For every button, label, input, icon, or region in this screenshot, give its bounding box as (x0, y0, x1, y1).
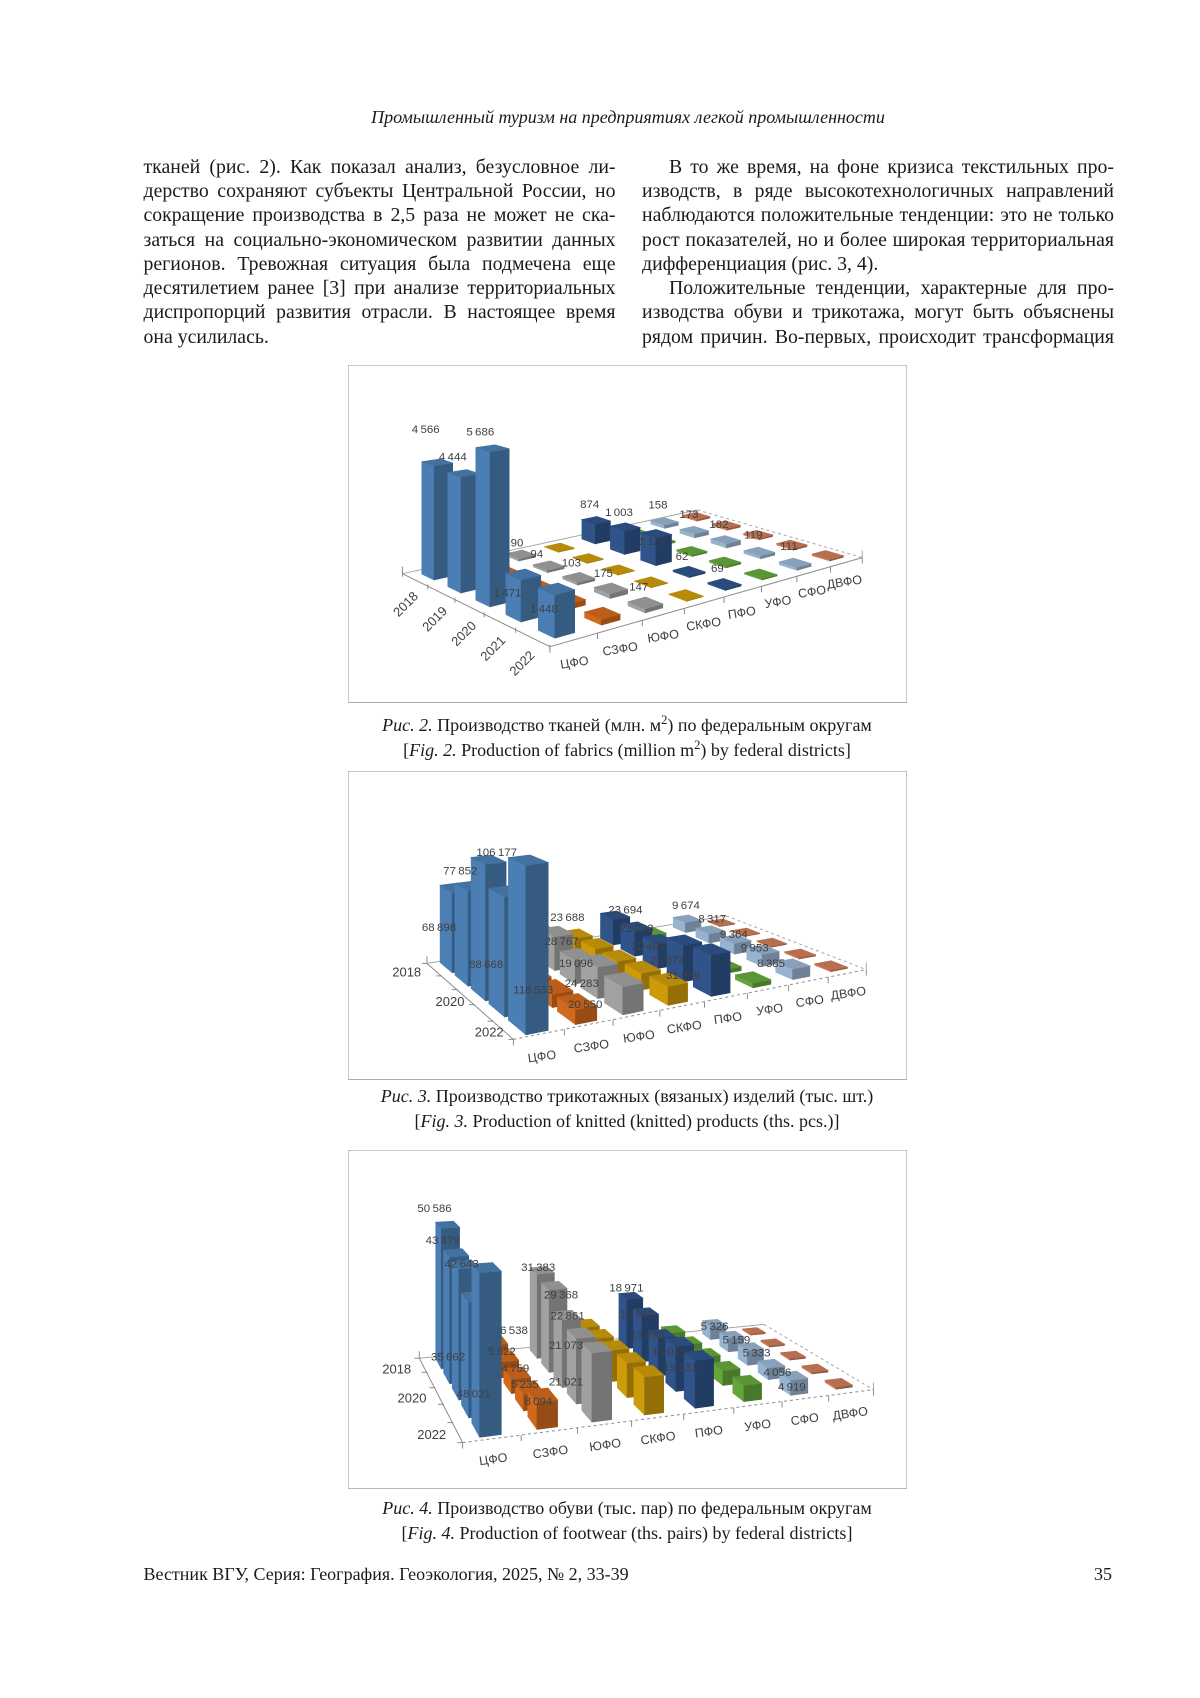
svg-text:62: 62 (676, 551, 689, 563)
svg-text:2018: 2018 (382, 1361, 411, 1376)
svg-text:21 021: 21 021 (549, 1376, 583, 1388)
svg-text:9 674: 9 674 (672, 900, 700, 912)
svg-text:8 317: 8 317 (698, 913, 726, 925)
svg-text:94: 94 (530, 549, 543, 561)
svg-text:21 073: 21 073 (549, 1340, 583, 1352)
svg-text:173: 173 (679, 509, 698, 521)
svg-text:15 131: 15 131 (663, 1362, 697, 1374)
svg-text:5 326: 5 326 (701, 1321, 729, 1333)
svg-text:2022: 2022 (475, 1025, 504, 1040)
svg-text:ЮФО: ЮФО (589, 1436, 623, 1454)
svg-text:ПФО: ПФО (713, 1009, 743, 1027)
svg-text:29 374: 29 374 (650, 954, 685, 966)
svg-text:СФО: СФО (790, 1410, 820, 1428)
svg-text:90: 90 (511, 538, 524, 550)
svg-text:118 533: 118 533 (513, 984, 553, 996)
svg-text:4 444: 4 444 (439, 452, 467, 464)
svg-text:2018: 2018 (392, 965, 421, 980)
svg-text:8 385: 8 385 (757, 958, 785, 970)
svg-text:ЦФО: ЦФО (527, 1048, 557, 1066)
svg-text:42 643: 42 643 (444, 1259, 478, 1271)
svg-text:ПФО: ПФО (694, 1423, 724, 1441)
svg-text:ДВФО: ДВФО (830, 984, 867, 1003)
svg-text:1 131: 1 131 (639, 536, 667, 548)
svg-text:22 293: 22 293 (619, 923, 653, 935)
svg-text:1 003: 1 003 (605, 507, 633, 519)
svg-text:9 364: 9 364 (720, 929, 748, 941)
svg-text:5 159: 5 159 (722, 1334, 750, 1346)
svg-text:УФО: УФО (764, 593, 793, 611)
svg-text:19 096: 19 096 (559, 958, 593, 970)
svg-text:15 015: 15 015 (652, 1346, 686, 1358)
svg-text:ЮФО: ЮФО (622, 1027, 656, 1045)
svg-text:20 550: 20 550 (568, 999, 602, 1011)
svg-text:111: 111 (780, 541, 797, 553)
svg-text:СЗФО: СЗФО (532, 1443, 569, 1462)
svg-text:СФО: СФО (795, 992, 825, 1010)
svg-text:119: 119 (744, 530, 762, 542)
svg-text:ДВФО: ДВФО (826, 573, 864, 592)
svg-text:106 177: 106 177 (476, 847, 517, 859)
svg-text:31 669: 31 669 (666, 970, 700, 982)
svg-text:13 283: 13 283 (630, 1330, 664, 1342)
svg-text:5 686: 5 686 (466, 427, 494, 439)
svg-text:1 448: 1 448 (530, 604, 558, 616)
svg-text:СФО: СФО (797, 583, 827, 601)
svg-text:6 538: 6 538 (500, 1325, 528, 1337)
svg-text:8 094: 8 094 (524, 1396, 552, 1408)
svg-text:175: 175 (594, 568, 613, 580)
svg-text:СКФО: СКФО (685, 615, 722, 634)
svg-text:31 383: 31 383 (521, 1262, 555, 1274)
svg-text:88 668: 88 668 (469, 959, 503, 971)
svg-text:103: 103 (562, 558, 581, 570)
svg-text:2020: 2020 (398, 1390, 427, 1405)
svg-text:2020: 2020 (436, 994, 465, 1009)
svg-text:77 852: 77 852 (443, 865, 477, 877)
svg-text:29 368: 29 368 (544, 1289, 578, 1301)
svg-text:5 522: 5 522 (488, 1346, 516, 1358)
svg-text:4 919: 4 919 (778, 1381, 806, 1393)
svg-text:147: 147 (629, 582, 648, 594)
svg-text:ЮФО: ЮФО (646, 627, 680, 646)
svg-text:5 235: 5 235 (511, 1379, 539, 1391)
svg-text:24 283: 24 283 (565, 978, 599, 990)
svg-text:20 469: 20 469 (631, 941, 665, 953)
svg-text:УФО: УФО (756, 1001, 785, 1019)
svg-text:ДВФО: ДВФО (832, 1404, 869, 1423)
svg-text:68 898: 68 898 (422, 922, 456, 934)
svg-text:48 021: 48 021 (457, 1389, 491, 1401)
svg-text:69: 69 (711, 563, 724, 575)
svg-text:УФО: УФО (744, 1417, 773, 1435)
svg-text:СЗФО: СЗФО (573, 1037, 610, 1056)
svg-text:5 333: 5 333 (743, 1347, 771, 1359)
svg-text:1 471: 1 471 (494, 588, 522, 600)
svg-text:35 662: 35 662 (431, 1351, 465, 1363)
svg-text:СКФО: СКФО (666, 1018, 703, 1037)
svg-text:2022: 2022 (417, 1427, 446, 1442)
svg-text:ПФО: ПФО (727, 604, 757, 622)
svg-text:4 759: 4 759 (501, 1363, 529, 1375)
svg-text:ЦФО: ЦФО (478, 1450, 508, 1468)
svg-text:4 566: 4 566 (412, 424, 440, 436)
svg-text:ЦФО: ЦФО (559, 654, 590, 672)
svg-text:4 056: 4 056 (763, 1367, 791, 1379)
svg-text:22 861: 22 861 (550, 1310, 584, 1322)
svg-text:СЗФО: СЗФО (602, 640, 640, 659)
svg-text:50 586: 50 586 (417, 1203, 451, 1215)
svg-text:158: 158 (648, 500, 667, 512)
svg-text:23 694: 23 694 (608, 905, 643, 917)
svg-text:28 767: 28 767 (544, 936, 578, 948)
svg-text:9 953: 9 953 (741, 942, 769, 954)
svg-text:43 379: 43 379 (426, 1235, 460, 1247)
svg-text:874: 874 (580, 499, 600, 511)
svg-text:18 971: 18 971 (609, 1282, 643, 1294)
svg-text:СКФО: СКФО (640, 1429, 677, 1448)
svg-text:16 960: 16 960 (620, 1309, 654, 1321)
svg-text:23 688: 23 688 (550, 912, 584, 924)
svg-text:182: 182 (709, 519, 728, 531)
